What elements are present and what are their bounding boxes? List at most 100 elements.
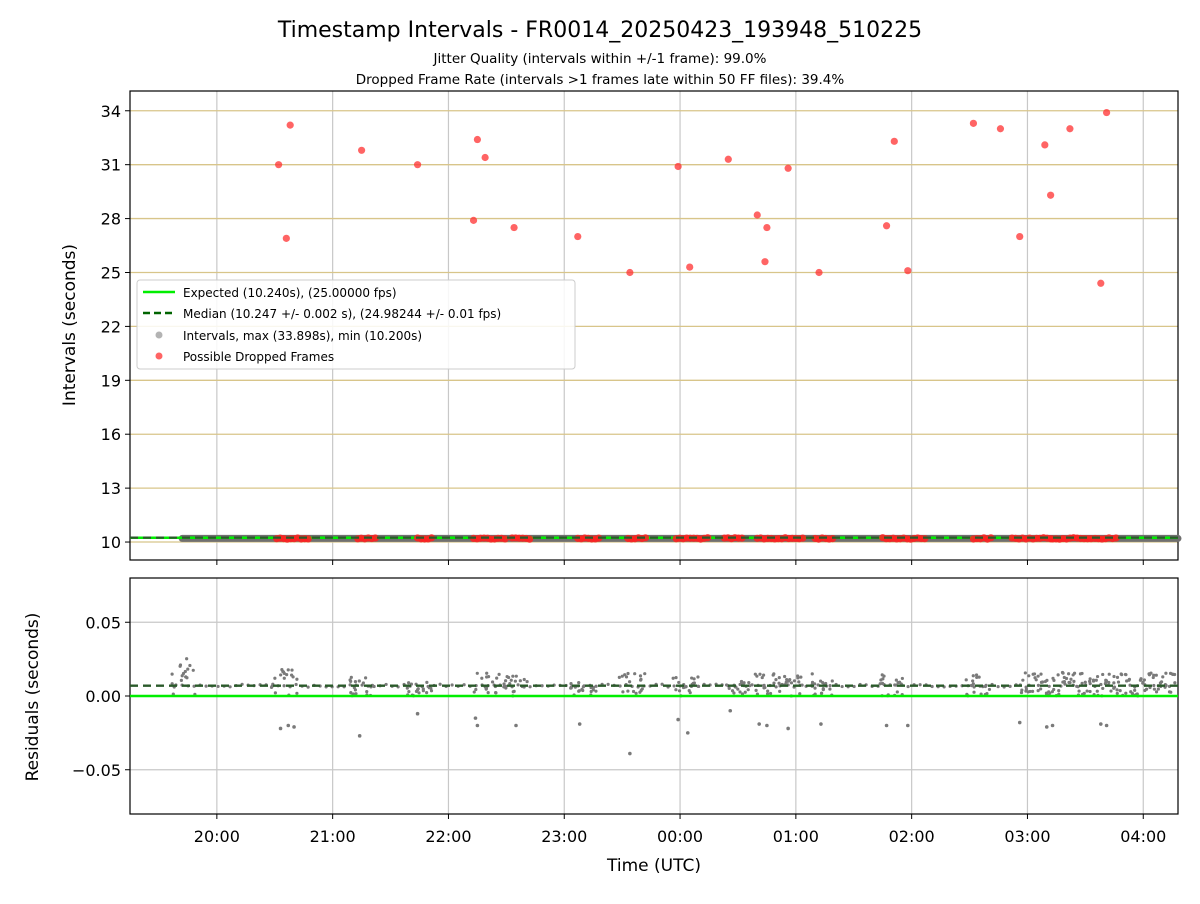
residual-point	[671, 676, 675, 680]
residual-point	[528, 685, 532, 689]
residual-point	[810, 672, 814, 676]
residual-point	[504, 686, 508, 690]
residual-point	[771, 673, 775, 677]
top-y-axis-label: Intervals (seconds)	[60, 244, 80, 406]
residual-point	[672, 684, 676, 688]
residual-outlier-point	[685, 731, 690, 735]
residual-point	[784, 680, 788, 684]
residual-point	[1095, 689, 1099, 693]
residual-point	[353, 679, 358, 684]
residual-point	[522, 677, 526, 682]
residual-point	[1109, 689, 1113, 693]
residual-point	[774, 685, 778, 689]
dropped-frame-point	[469, 216, 478, 224]
residual-point	[349, 691, 353, 695]
residual-point	[357, 679, 361, 683]
residual-point	[824, 681, 828, 686]
residual-point	[778, 689, 782, 693]
residual-point	[1069, 677, 1073, 681]
residual-outlier-point	[514, 723, 518, 728]
residual-outlier-point	[357, 734, 362, 738]
x-tick-label: 03:00	[1004, 827, 1050, 846]
residual-point	[480, 676, 484, 680]
residual-point	[626, 671, 630, 676]
residual-point	[881, 677, 885, 681]
x-tick-label: 01:00	[773, 827, 819, 846]
residual-point	[738, 690, 742, 694]
residual-point	[1027, 674, 1031, 678]
residual-point	[1164, 671, 1168, 675]
residual-point	[1036, 683, 1041, 687]
residual-point	[1056, 673, 1060, 677]
residual-point	[502, 682, 506, 686]
residual-point	[282, 684, 286, 688]
residual-outlier-point	[757, 722, 761, 726]
residual-point	[1063, 682, 1067, 686]
residual-point	[581, 685, 585, 689]
residual-point	[772, 681, 776, 685]
residual-outlier-point	[786, 726, 790, 731]
residual-point	[1118, 689, 1122, 693]
top-y-tick-label: 31	[101, 156, 121, 175]
residual-outlier-point	[884, 723, 889, 728]
residual-point	[725, 683, 729, 687]
x-tick-label: 23:00	[541, 827, 587, 846]
residual-point	[577, 680, 581, 685]
residual-point	[216, 684, 220, 689]
legend-median-label: Median (10.247 +/- 0.002 s), (24.98244 +…	[183, 307, 501, 321]
residual-point	[1112, 674, 1116, 679]
residual-point	[1021, 678, 1025, 682]
residual-point	[971, 679, 975, 683]
top-y-tick-label: 28	[101, 210, 121, 229]
residual-point	[1158, 681, 1163, 685]
residual-point	[191, 668, 195, 672]
residual-point	[1101, 672, 1105, 677]
residual-outlier-point	[819, 722, 823, 726]
top-y-tick-label: 34	[101, 102, 121, 121]
residual-point	[972, 685, 976, 689]
residual-point	[289, 673, 294, 677]
residual-point	[1008, 684, 1012, 689]
legend-intervals-swatch	[155, 331, 163, 339]
residual-point	[971, 682, 975, 686]
residual-point	[799, 675, 803, 679]
residual-point	[640, 687, 644, 691]
residual-point	[977, 675, 981, 679]
residual-point	[918, 683, 922, 687]
residual-point	[985, 691, 989, 696]
residual-point	[972, 690, 976, 694]
dropped-frame-point	[1047, 191, 1055, 199]
residual-point	[660, 682, 664, 686]
residual-point	[1024, 685, 1028, 689]
residual-point	[1112, 681, 1116, 685]
residual-point	[1095, 674, 1100, 679]
top-y-tick-label: 13	[101, 479, 121, 498]
residual-point	[674, 688, 678, 692]
dropped-frame-point	[1097, 279, 1105, 287]
residual-outlier-point	[765, 723, 769, 728]
residual-point	[792, 679, 797, 683]
residual-point	[349, 679, 353, 683]
dropped-frame-point	[1016, 232, 1024, 241]
residual-point	[1068, 681, 1072, 685]
residual-point	[606, 682, 610, 687]
residual-point	[1152, 683, 1156, 688]
residual-point	[1062, 680, 1067, 684]
residual-point	[353, 688, 357, 692]
residual-point	[407, 681, 411, 685]
dropped-frame-point-low	[641, 534, 650, 542]
dropped-frame-point	[969, 119, 978, 127]
top-grid	[130, 91, 1178, 560]
residual-point	[474, 687, 478, 692]
residual-point	[1094, 678, 1098, 682]
residual-point	[472, 690, 476, 694]
residual-point	[1039, 672, 1043, 676]
top-data-layer	[130, 108, 1182, 543]
dropped-frame-point	[753, 211, 761, 219]
residual-point	[692, 677, 696, 681]
legend-dropped-label: Possible Dropped Frames	[183, 350, 334, 364]
residual-point	[306, 685, 310, 689]
residual-point	[1130, 691, 1135, 696]
residual-point	[1173, 681, 1177, 685]
residual-point	[361, 681, 365, 685]
